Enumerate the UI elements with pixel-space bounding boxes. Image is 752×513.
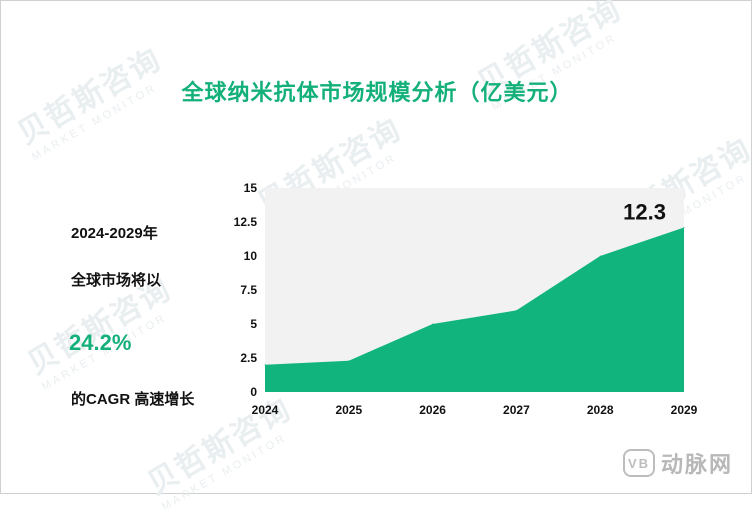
area-series	[265, 227, 684, 392]
chart-title: 全球纳米抗体市场规模分析（亿美元）	[181, 80, 573, 105]
data-point-2024	[264, 364, 266, 366]
logo-text: 动脉网	[660, 452, 733, 477]
x-tick-label: 2029	[671, 403, 698, 417]
data-label-2029: 12.3	[623, 199, 666, 224]
y-tick-label: 0	[250, 385, 257, 399]
x-tick-label: 2028	[587, 403, 614, 417]
x-tick-label: 2027	[503, 403, 530, 417]
series-points	[264, 226, 685, 366]
logo-icon: VB	[622, 449, 655, 477]
data-point-2026	[432, 323, 434, 325]
y-axis: 0 2.5 5 7.5 10 12.5 15	[234, 181, 258, 399]
data-point-2025	[348, 360, 350, 362]
x-tick-label: 2026	[419, 403, 446, 417]
y-tick-label: 10	[244, 249, 258, 263]
summary-market: 全球市场将以	[71, 272, 162, 289]
x-tick-label: 2024	[252, 403, 279, 417]
x-axis: 2024 2025 2026 2027 2028 2029	[252, 403, 698, 417]
y-tick-label: 2.5	[240, 351, 257, 365]
y-tick-label: 7.5	[240, 283, 257, 297]
y-tick-label: 15	[244, 181, 258, 195]
data-point-2029	[683, 226, 685, 228]
data-point-2027	[515, 309, 517, 311]
y-tick-label: 5	[250, 317, 257, 331]
summary-period: 2024-2029年	[71, 225, 158, 242]
brand-logo: VB 动脉网	[622, 447, 733, 479]
x-tick-label: 2025	[335, 403, 362, 417]
data-point-2028	[599, 255, 601, 257]
y-tick-label: 12.5	[234, 215, 258, 229]
cagr-value: 24.2%	[69, 330, 132, 355]
summary-growth: 的CAGR 高速增长	[71, 391, 195, 408]
